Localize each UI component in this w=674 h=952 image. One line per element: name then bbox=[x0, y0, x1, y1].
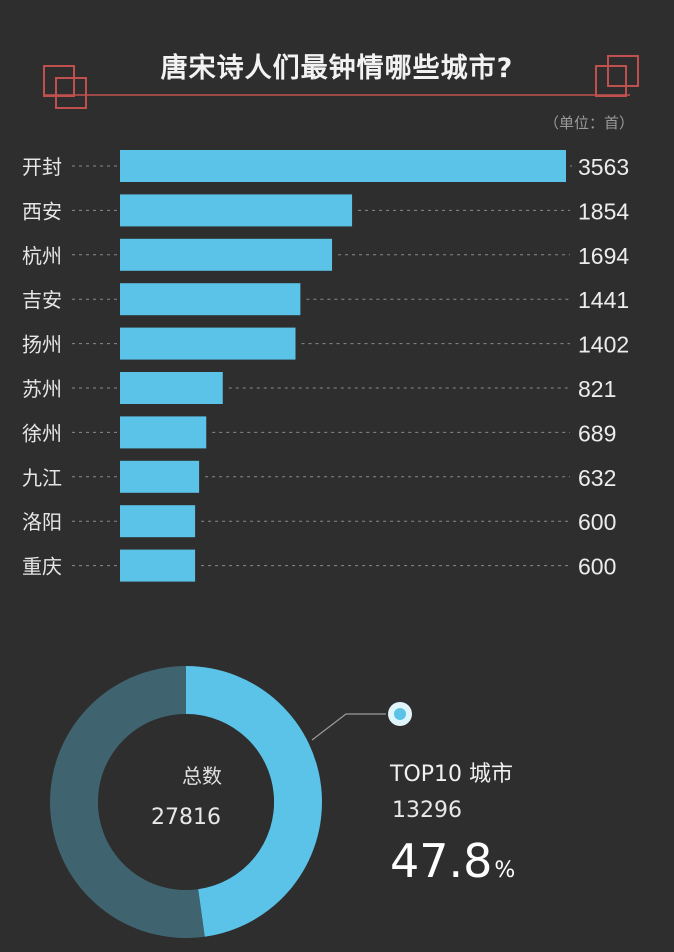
category-label: 重庆 bbox=[22, 555, 62, 579]
donut-center-label: 总数 bbox=[182, 764, 222, 788]
category-label: 徐州 bbox=[22, 421, 62, 445]
value-label: 600 bbox=[578, 509, 616, 535]
value-label: 1854 bbox=[578, 198, 629, 224]
value-label: 1441 bbox=[578, 287, 629, 313]
category-label: 杭州 bbox=[22, 244, 62, 268]
callout-dot-inner bbox=[394, 708, 406, 720]
callout-percent-number: 47.8 bbox=[390, 834, 493, 888]
category-label: 开封 bbox=[22, 155, 62, 179]
bar bbox=[120, 283, 301, 316]
category-label: 九江 bbox=[22, 466, 62, 490]
category-label: 吉安 bbox=[22, 288, 62, 312]
donut-center-value: 27816 bbox=[151, 805, 221, 830]
donut-slice-top10 bbox=[186, 666, 322, 937]
title-deco-left bbox=[43, 65, 87, 109]
bar bbox=[120, 549, 196, 582]
bar bbox=[120, 505, 196, 538]
bar bbox=[120, 416, 207, 449]
callout-label: TOP10 城市 bbox=[390, 762, 514, 787]
category-label: 西安 bbox=[22, 199, 62, 223]
title-deco-right bbox=[595, 55, 639, 97]
title-decoration bbox=[43, 55, 639, 109]
bar bbox=[120, 194, 353, 227]
value-label: 1694 bbox=[578, 243, 629, 269]
bar bbox=[120, 327, 296, 360]
callout-leader-line bbox=[311, 713, 386, 741]
bar bbox=[120, 150, 566, 182]
value-label: 689 bbox=[578, 420, 616, 446]
bar bbox=[120, 372, 223, 404]
bar bbox=[120, 238, 333, 271]
callout-percent-sign: % bbox=[494, 858, 516, 883]
category-label: 洛阳 bbox=[22, 510, 62, 534]
value-label: 632 bbox=[578, 465, 616, 491]
donut-chart bbox=[49, 666, 412, 938]
callout-percent: 47.8% bbox=[390, 834, 515, 888]
category-label: 扬州 bbox=[22, 333, 62, 357]
bar-chart: 开封 3563 西安 1854 杭州 1694 吉安 1441 扬州 1402 苏州 821 徐州 689… bbox=[22, 150, 629, 582]
donut-slice-rest bbox=[49, 666, 205, 938]
donut-hole bbox=[98, 714, 274, 890]
unit-note: （单位：首） bbox=[543, 114, 634, 132]
value-label: 600 bbox=[578, 554, 616, 580]
bar bbox=[120, 460, 200, 493]
value-label: 821 bbox=[578, 376, 616, 402]
chart-title: 唐宋诗人们最钟情哪些城市? bbox=[160, 53, 514, 84]
callout-value: 13296 bbox=[392, 798, 462, 823]
value-label: 1402 bbox=[578, 332, 629, 358]
category-label: 苏州 bbox=[22, 377, 62, 401]
value-label: 3563 bbox=[578, 154, 629, 180]
